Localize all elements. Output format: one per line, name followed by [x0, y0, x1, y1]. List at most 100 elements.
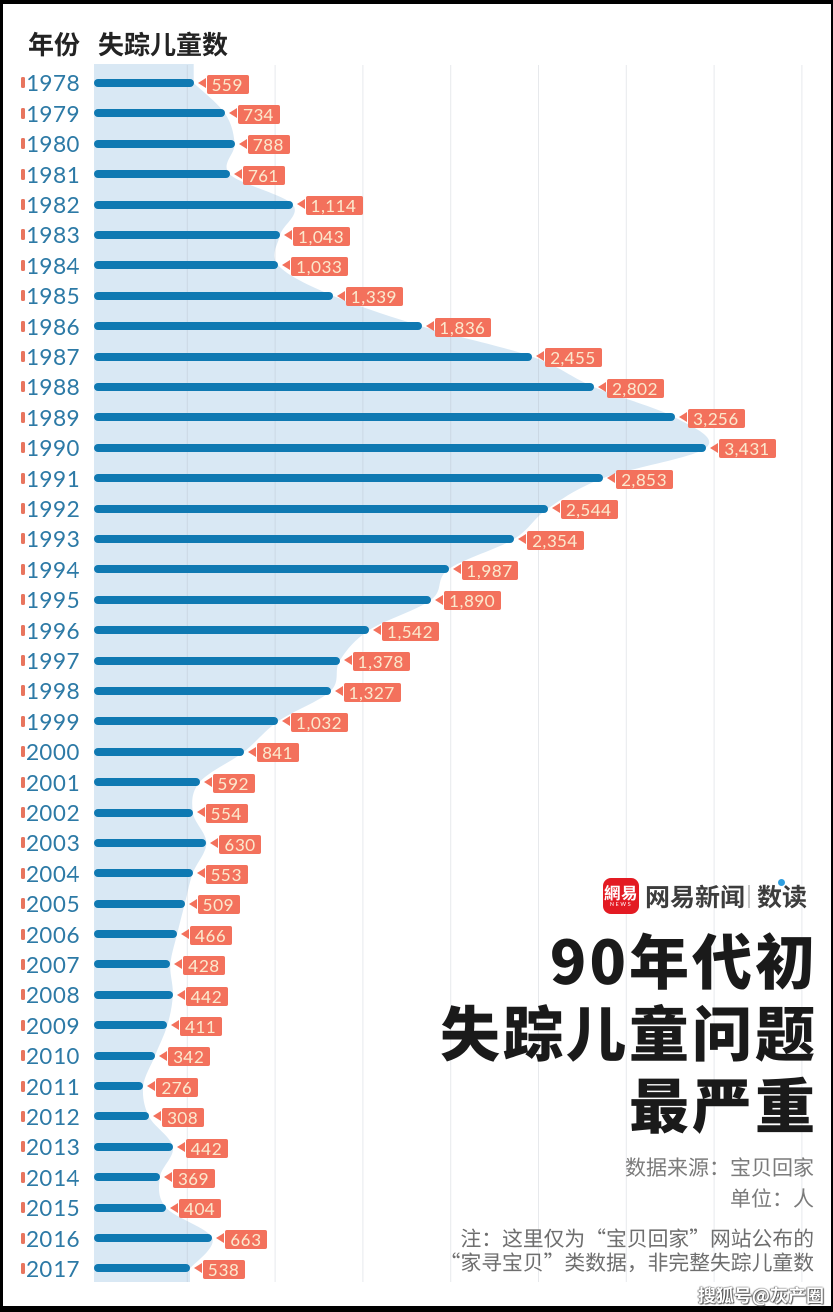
value-pointer — [710, 442, 719, 453]
chart-row: 2015 404 — [0, 1192, 833, 1222]
bar — [94, 869, 193, 878]
chart-row: 1981 761 — [0, 159, 833, 189]
bar — [94, 899, 185, 908]
chart-row: 1986 1,836 — [0, 311, 833, 341]
year-tick — [21, 1050, 25, 1062]
year-tick — [21, 503, 25, 515]
year-tick — [21, 746, 25, 758]
year-tick — [21, 867, 25, 879]
value-chip: 841 — [257, 743, 300, 763]
year-label: 1995 — [26, 586, 81, 614]
sohu-watermark: 搜狐号@灰产圈 — [697, 1282, 824, 1308]
bar — [94, 443, 707, 452]
year-tick — [21, 655, 25, 667]
year-label: 2011 — [26, 1072, 81, 1100]
value-pointer — [284, 229, 293, 240]
year-tick — [21, 229, 25, 241]
year-tick — [21, 1080, 25, 1092]
value-pointer — [152, 1111, 161, 1122]
value-chip: 2,544 — [560, 500, 618, 520]
year-label: 1994 — [26, 555, 81, 583]
year-label: 2013 — [26, 1133, 81, 1161]
value-pointer — [194, 1263, 202, 1274]
bar — [94, 990, 173, 999]
value-chip: 663 — [225, 1229, 268, 1249]
chart-row: 1999 1,032 — [0, 706, 833, 736]
value-pointer — [373, 625, 382, 636]
year-tick — [21, 928, 25, 940]
bar — [94, 930, 178, 939]
brand-divider — [748, 885, 750, 908]
value-pointer — [536, 351, 544, 362]
value-chip: 1,890 — [444, 591, 501, 611]
value-chip: 1,339 — [345, 287, 403, 307]
year-tick — [21, 776, 25, 788]
chart-title: 90年代初 失踪儿童问题 最严重 — [440, 923, 818, 1139]
chart-row: 2014 369 — [0, 1162, 833, 1192]
year-label: 2004 — [26, 859, 81, 887]
value-chip: 3,431 — [719, 439, 776, 459]
value-pointer — [282, 260, 291, 271]
bar — [94, 595, 432, 604]
value-chip: 553 — [205, 865, 248, 884]
value-pointer — [452, 564, 461, 575]
value-chip: 1,542 — [382, 621, 439, 641]
year-label: 1982 — [26, 191, 81, 219]
chart-row: 2011 276 — [0, 1071, 833, 1101]
value-chip: 442 — [185, 986, 228, 1006]
value-chip: 1,043 — [293, 226, 350, 246]
year-label: 2014 — [26, 1163, 81, 1191]
value-pointer — [597, 381, 606, 392]
bar — [94, 838, 207, 847]
value-chip: 1,114 — [305, 196, 363, 216]
footnote-line2: “家寻宝贝”类数据，非完整失踪儿童数 — [439, 1245, 814, 1276]
year-tick — [21, 594, 25, 606]
chart-row: 2007 428 — [0, 949, 833, 979]
chart-row: 1982 1,114 — [0, 189, 833, 219]
year-tick — [21, 290, 25, 302]
chart-row: 2002 554 — [0, 797, 833, 827]
value-pointer — [176, 1141, 185, 1152]
value-pointer — [296, 199, 305, 210]
year-tick — [21, 807, 25, 819]
value-chip: 308 — [161, 1108, 204, 1128]
year-label: 1993 — [26, 525, 81, 553]
value-pointer — [176, 989, 185, 1000]
bar — [94, 565, 449, 574]
frame-border-bottom — [0, 1306, 833, 1312]
value-chip: 3,256 — [687, 409, 745, 429]
value-chip: 442 — [185, 1138, 228, 1158]
bar — [94, 1264, 190, 1273]
bar — [94, 1142, 173, 1151]
chart-row: 1992 2,544 — [0, 493, 833, 523]
year-label: 1981 — [26, 160, 81, 188]
value-pointer — [196, 807, 205, 818]
value-pointer — [678, 412, 687, 423]
value-chip: 788 — [247, 135, 290, 155]
year-tick — [21, 624, 25, 636]
year-label: 2003 — [26, 829, 81, 857]
value-pointer — [233, 169, 242, 180]
year-label: 2010 — [26, 1042, 81, 1070]
year-tick — [21, 533, 25, 545]
year-label: 1979 — [26, 99, 81, 127]
footnote-line1: 注：这里仅为“宝贝回家”网站公布的 — [460, 1222, 814, 1252]
bar — [94, 109, 225, 118]
value-chip: 554 — [205, 804, 248, 824]
year-tick — [21, 138, 25, 150]
chart-row: 1979 734 — [0, 98, 833, 128]
year-tick — [21, 685, 25, 697]
chart-row: 1989 3,256 — [0, 402, 833, 432]
bar — [94, 261, 279, 270]
value-chip: 1,987 — [461, 561, 519, 581]
value-chip: 1,378 — [352, 652, 410, 672]
bar — [94, 626, 370, 635]
chart-row: 1998 1,327 — [0, 676, 833, 706]
year-label: 2005 — [26, 890, 81, 918]
chart-row: 2010 342 — [0, 1041, 833, 1071]
bar — [94, 1234, 213, 1243]
year-tick — [21, 381, 25, 393]
year-label: 1992 — [26, 495, 81, 523]
footnote: 注：这里仅为“宝贝回家”网站公布的 “家寻宝贝”类数据，非完整失踪儿童数 — [439, 1222, 814, 1276]
